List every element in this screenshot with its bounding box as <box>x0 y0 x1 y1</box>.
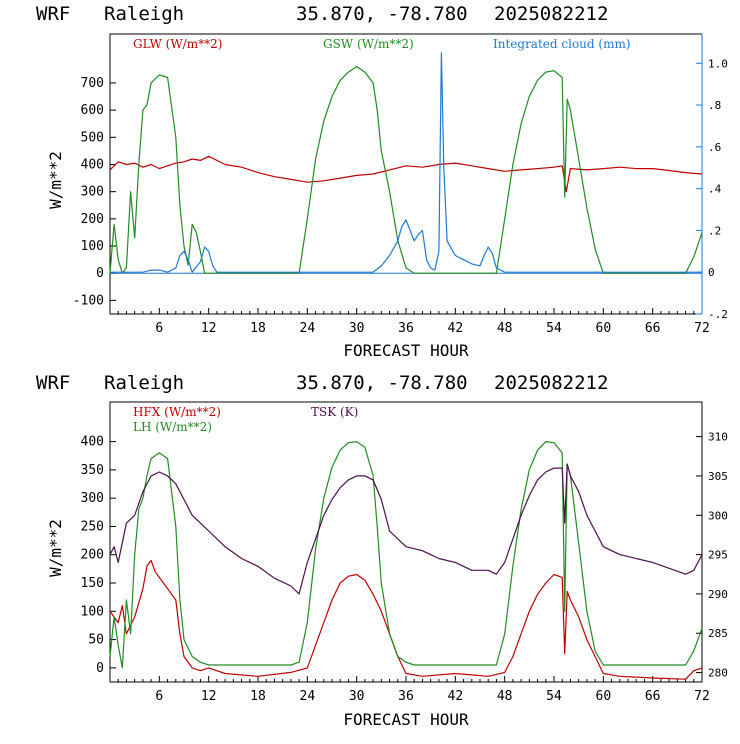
y-tick-label: 250 <box>81 519 104 534</box>
y-tick-label: 200 <box>81 548 104 563</box>
y-tick-label: 300 <box>81 491 104 506</box>
x-tick-label: 48 <box>497 321 513 336</box>
x-tick-label: 24 <box>300 689 316 704</box>
x-tick-label: 6 <box>155 321 163 336</box>
y-tick-label: 0 <box>96 266 104 281</box>
legend-tsk: TSK (K) <box>311 405 358 419</box>
y-axis-label: W/m**2 <box>46 151 65 209</box>
x-tick-label: 18 <box>250 321 266 336</box>
legend-cloud: Integrated cloud (mm) <box>493 37 631 51</box>
y2-tick-label: 1.0 <box>708 57 728 70</box>
y2-tick-label: 285 <box>708 627 728 640</box>
y-tick-label: 400 <box>81 435 104 450</box>
y2-tick-label: 310 <box>708 431 728 444</box>
x-tick-label: 72 <box>694 689 710 704</box>
x-tick-label: 60 <box>596 321 612 336</box>
y-tick-label: -100 <box>73 293 104 308</box>
y2-tick-label: 295 <box>708 549 728 562</box>
header-init-time: 2025082212 <box>494 3 608 25</box>
panel-radiation: WRF Raleigh 35.870, -78.780 2025082212 G… <box>36 3 728 360</box>
y-tick-label: 350 <box>81 463 104 478</box>
y-tick-label: 100 <box>81 604 104 619</box>
series-line-lh <box>109 441 703 669</box>
y-tick-label: 500 <box>81 130 104 145</box>
series-line-cloud <box>110 52 702 273</box>
legend-glw: GLW (W/m**2) <box>133 37 222 51</box>
x-tick-label: 72 <box>694 321 710 336</box>
x-tick-label: 66 <box>645 321 661 336</box>
x-axis-label: FORECAST HOUR <box>343 341 469 360</box>
x-tick-label: 66 <box>645 689 661 704</box>
header-location: Raleigh <box>104 372 184 394</box>
legend-gsw: GSW (W/m**2) <box>323 37 414 51</box>
x-tick-label: 54 <box>546 321 562 336</box>
y2-tick-label: .6 <box>708 141 721 154</box>
x-tick-label: 54 <box>546 689 562 704</box>
y-tick-label: 50 <box>88 633 104 648</box>
y-tick-label: 150 <box>81 576 104 591</box>
x-tick-label: 18 <box>250 689 266 704</box>
y2-tick-label: 280 <box>708 667 728 680</box>
x-tick-label: 6 <box>155 689 163 704</box>
x-tick-label: 30 <box>349 689 365 704</box>
legend-hfx: HFX (W/m**2) <box>133 405 221 419</box>
y2-tick-label: .8 <box>708 99 721 112</box>
y-tick-label: 700 <box>81 76 104 91</box>
y2-tick-label: .2 <box>708 224 721 237</box>
y-tick-label: 100 <box>81 239 104 254</box>
header-coords: 35.870, -78.780 <box>296 3 468 25</box>
y2-tick-label: 300 <box>708 509 728 522</box>
y2-tick-label: 305 <box>708 470 728 483</box>
x-tick-label: 48 <box>497 689 513 704</box>
x-tick-label: 30 <box>349 321 365 336</box>
y-tick-label: 300 <box>81 185 104 200</box>
y-tick-label: 600 <box>81 103 104 118</box>
x-axis-label: FORECAST HOUR <box>343 710 469 729</box>
y-tick-label: 0 <box>96 661 104 676</box>
header-init-time: 2025082212 <box>494 372 608 394</box>
x-tick-label: 36 <box>398 321 414 336</box>
x-tick-label: 12 <box>201 689 217 704</box>
x-tick-label: 60 <box>596 689 612 704</box>
y-axis-label: W/m**2 <box>46 519 65 577</box>
header-location: Raleigh <box>104 3 184 25</box>
x-tick-label: 42 <box>448 689 464 704</box>
panel-fluxes: WRF Raleigh 35.870, -78.780 2025082212 H… <box>36 372 728 729</box>
series-line-glw <box>109 155 703 193</box>
y2-tick-label: 0 <box>708 266 715 279</box>
x-tick-label: 12 <box>201 321 217 336</box>
x-tick-label: 24 <box>300 321 316 336</box>
y-tick-label: 400 <box>81 157 104 172</box>
header-model: WRF <box>36 3 70 25</box>
y2-tick-label: 290 <box>708 588 728 601</box>
series-line-tsk <box>109 463 703 595</box>
y-tick-label: 200 <box>81 212 104 227</box>
header-coords: 35.870, -78.780 <box>296 372 468 394</box>
series-line-gsw <box>109 65 703 274</box>
x-tick-label: 42 <box>448 321 464 336</box>
y2-tick-label: .4 <box>708 183 722 196</box>
legend-lh: LH (W/m**2) <box>133 420 212 434</box>
x-tick-label: 36 <box>398 689 414 704</box>
series-line-hfx <box>109 559 703 680</box>
y2-tick-label: -.2 <box>708 308 728 321</box>
header-model: WRF <box>36 372 70 394</box>
